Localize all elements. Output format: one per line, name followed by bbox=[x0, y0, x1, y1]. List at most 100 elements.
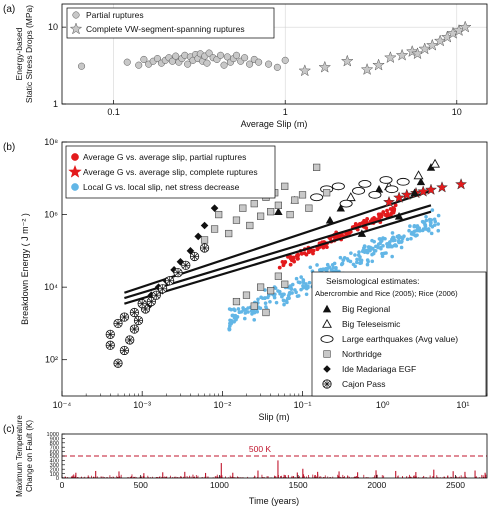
panel-b-ytick-label: 10⁴ bbox=[44, 282, 58, 292]
panel-a-label: (a) bbox=[3, 4, 15, 15]
panel-b-point-local bbox=[266, 295, 270, 300]
panel-b-point-local bbox=[424, 218, 429, 223]
panel-a-point-partial bbox=[273, 63, 281, 71]
panel-b-seismo-legend-markers bbox=[320, 304, 334, 389]
panel-b-point-northridge bbox=[200, 236, 209, 244]
panel-b-point-cajon-pass-spoke bbox=[174, 269, 182, 276]
panel-b-seismo-legend: Seismological estimates: Abercrombie and… bbox=[311, 271, 487, 397]
panel-b-point-local bbox=[306, 284, 310, 289]
panel-b-point-local bbox=[237, 310, 242, 315]
panel-b-point-northridge bbox=[232, 297, 241, 306]
panel-b-point-partial bbox=[280, 260, 285, 264]
panel-b-point-local bbox=[365, 250, 370, 255]
panel-b-point-local bbox=[422, 221, 427, 225]
panel-b-point-partial bbox=[354, 223, 359, 227]
panel-b-xtick-label: 10⁻⁴ bbox=[53, 400, 72, 410]
panel-b-point-local bbox=[358, 257, 362, 262]
panel-b-point-local bbox=[340, 261, 345, 266]
panel-a-point-partial bbox=[135, 61, 143, 69]
panel-b-point-local bbox=[353, 264, 357, 269]
panel-b-point-northridge bbox=[256, 212, 265, 220]
panel-b-point-local bbox=[358, 261, 362, 266]
panel-b-point-cajon-pass bbox=[125, 335, 135, 345]
panel-a-point-complete bbox=[318, 60, 332, 73]
panel-b-point-local bbox=[241, 306, 245, 310]
panel-b-point-local bbox=[308, 265, 313, 270]
panel-b-point-cajon-pass-spoke bbox=[131, 309, 138, 316]
panel-b-point-local bbox=[432, 223, 437, 227]
panel-b-point-local bbox=[321, 267, 326, 272]
panel-b-point-local bbox=[368, 247, 372, 252]
panel-a-point-complete bbox=[418, 42, 432, 55]
panel-b-point-local bbox=[408, 224, 412, 228]
panel-b-legend-marker-complete bbox=[68, 164, 82, 178]
panel-b-point-big-teleseismic bbox=[413, 170, 424, 180]
panel-a-legend-entry-partial: Partial ruptures bbox=[86, 10, 144, 20]
panel-b-seismo-entry-big-regional: Big Regional bbox=[342, 304, 390, 314]
panel-c-ticks: 0 500 1000 1500 2000 250001002003004005006007… bbox=[47, 432, 466, 490]
panel-b-point-local bbox=[255, 309, 260, 314]
panel-b-point-cajon-pass bbox=[158, 284, 168, 294]
panel-b-point-local bbox=[281, 293, 285, 297]
panel-b-point-local bbox=[381, 244, 385, 248]
panel-b-point-partial bbox=[360, 221, 365, 225]
panel-b-point-local bbox=[436, 222, 440, 226]
panel-b-point-large-earthquake bbox=[379, 176, 393, 184]
panel-b-point-local bbox=[386, 242, 390, 247]
panel-a-point-complete bbox=[372, 58, 385, 71]
panel-b-regression-line bbox=[124, 204, 432, 300]
panel-c-ytick-label: 0 bbox=[56, 476, 59, 482]
panel-b-xtick-label: 10⁻¹ bbox=[294, 400, 312, 410]
panel-b-point-local bbox=[436, 228, 441, 233]
panel-b-point-local bbox=[276, 289, 280, 293]
panel-a-point-partial bbox=[140, 55, 148, 63]
panel-b-point-local bbox=[355, 260, 359, 265]
panel-c-plot-area bbox=[62, 455, 487, 478]
panel-b-point-partial bbox=[311, 251, 315, 256]
panel-b-point-northridge bbox=[246, 221, 254, 230]
panel-b-point-northridge bbox=[250, 200, 258, 208]
panel-a-point-partial bbox=[232, 51, 241, 59]
panel-b-point-northridge bbox=[267, 208, 275, 216]
panel-b-seismo-entry-big-teleseismic: Big Teleseismic bbox=[342, 319, 401, 329]
panel-b-point-local bbox=[229, 321, 233, 326]
panel-b-point-local bbox=[236, 307, 241, 311]
panel-b-point-local bbox=[287, 292, 292, 296]
panel-b-point-partial bbox=[385, 208, 389, 213]
panel-c-ytick-label: 1000 bbox=[47, 432, 59, 438]
panel-c-xtick-label: 1500 bbox=[289, 480, 308, 490]
panel-a-ytick-label: 10 bbox=[48, 22, 58, 32]
panel-a-xtick-label: 10 bbox=[452, 107, 462, 117]
panel-b-point-partial bbox=[292, 259, 297, 264]
panel-a-legend-marker-complete bbox=[69, 22, 83, 35]
panel-b-point-local bbox=[285, 296, 290, 301]
panel-a-point-partial bbox=[220, 61, 228, 69]
panel-b-point-local bbox=[345, 257, 350, 261]
panel-b-point-local bbox=[230, 313, 235, 318]
panel-b-point-local bbox=[268, 299, 272, 304]
panel-a-point-complete bbox=[383, 51, 397, 64]
panel-b-point-local bbox=[330, 262, 335, 267]
panel-b-point-local bbox=[294, 276, 299, 281]
panel-b-point-partial bbox=[381, 210, 386, 214]
panel-b-point-cajon-pass bbox=[137, 299, 147, 309]
panel-b-point-large-earthquake bbox=[358, 180, 372, 188]
panel-b-seismo-legend-title: Seismological estimates: bbox=[326, 276, 420, 286]
panel-b-seismo-entry-large-earthquakes: Large earthquakes (Avg value) bbox=[342, 334, 458, 344]
panel-b-point-local bbox=[357, 250, 361, 254]
panel-b-legend-marker-local bbox=[71, 183, 79, 191]
panel-b-point-local bbox=[390, 235, 395, 240]
panel-b-point-northridge bbox=[242, 291, 251, 299]
panel-b-point-local bbox=[365, 262, 370, 267]
panel-b-point-northridge bbox=[286, 210, 294, 219]
panel-b-point-local bbox=[405, 237, 410, 242]
panel-a-point-complete bbox=[425, 38, 439, 51]
panel-b-point-partial bbox=[311, 248, 316, 253]
panel-b-point-local bbox=[380, 254, 385, 259]
panel-c-xtick-label: 500 bbox=[134, 480, 148, 490]
panel-a-point-partial bbox=[203, 59, 211, 67]
panel-c-ytick-label: 300 bbox=[50, 463, 59, 469]
panel-c-xtick-label: 2000 bbox=[367, 480, 386, 490]
panel-b-point-big-regional bbox=[410, 188, 419, 197]
panel-b-legend-markers bbox=[68, 153, 82, 191]
